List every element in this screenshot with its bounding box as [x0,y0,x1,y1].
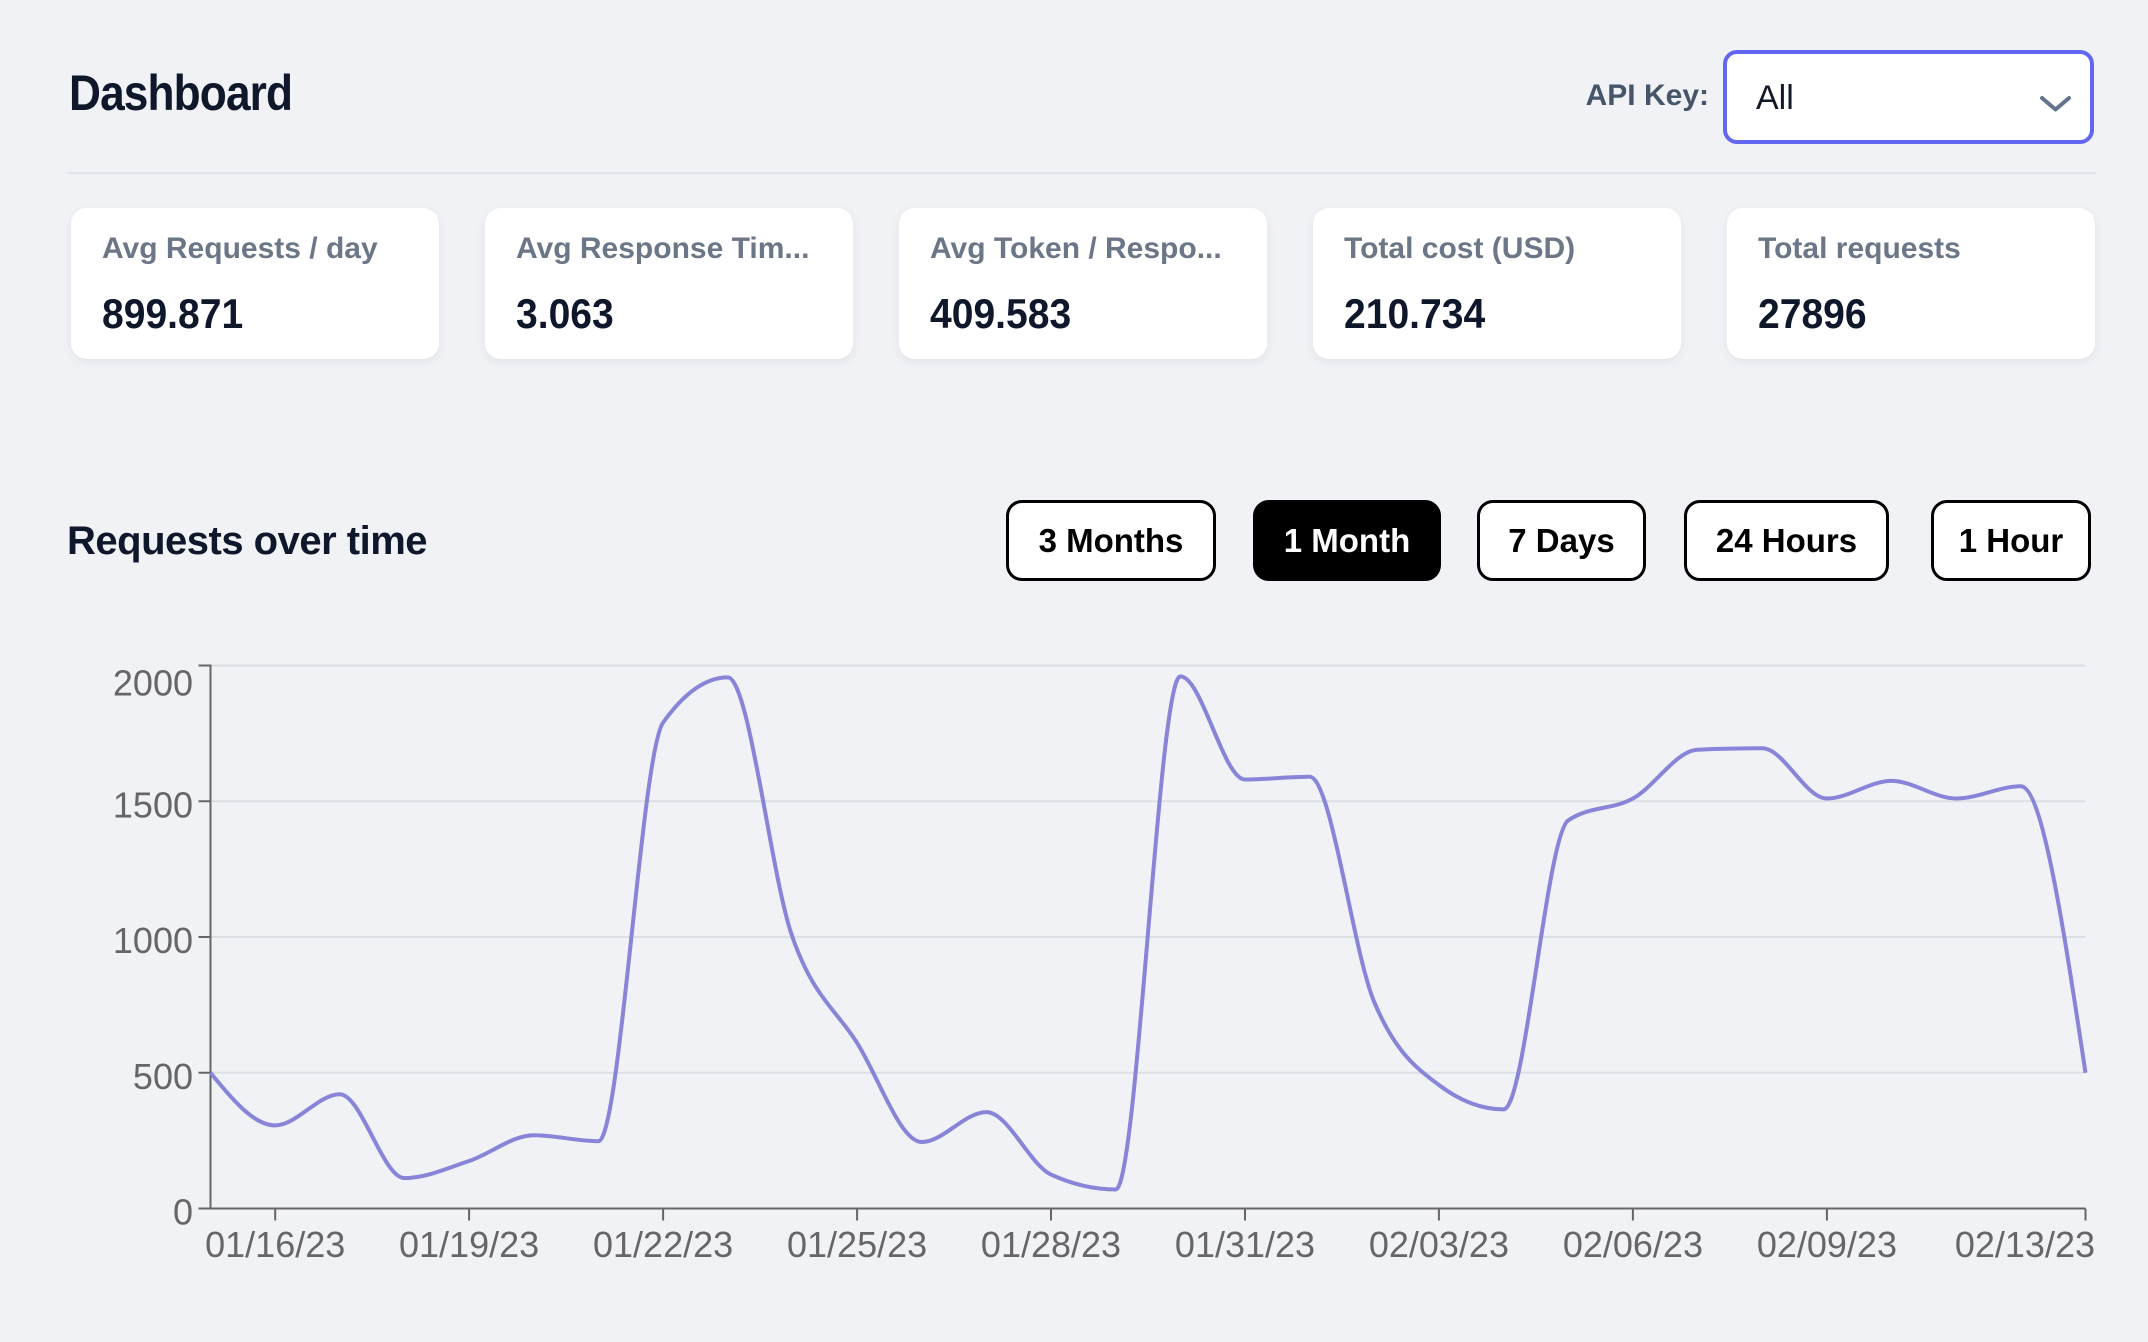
svg-text:01/25/23: 01/25/23 [787,1224,927,1265]
svg-text:1500: 1500 [113,784,193,825]
svg-text:02/06/23: 02/06/23 [1563,1224,1703,1265]
svg-text:01/22/23: 01/22/23 [593,1224,733,1265]
svg-text:01/31/23: 01/31/23 [1175,1224,1315,1265]
svg-text:02/03/23: 02/03/23 [1369,1224,1509,1265]
svg-text:01/16/23: 01/16/23 [205,1224,345,1265]
svg-text:02/13/23: 02/13/23 [1955,1224,2095,1265]
svg-text:2000: 2000 [113,663,193,704]
svg-text:0: 0 [173,1192,193,1233]
svg-text:01/19/23: 01/19/23 [399,1224,539,1265]
svg-text:01/28/23: 01/28/23 [981,1224,1121,1265]
svg-text:1000: 1000 [113,920,193,961]
svg-text:02/09/23: 02/09/23 [1757,1224,1897,1265]
svg-text:500: 500 [133,1056,193,1097]
